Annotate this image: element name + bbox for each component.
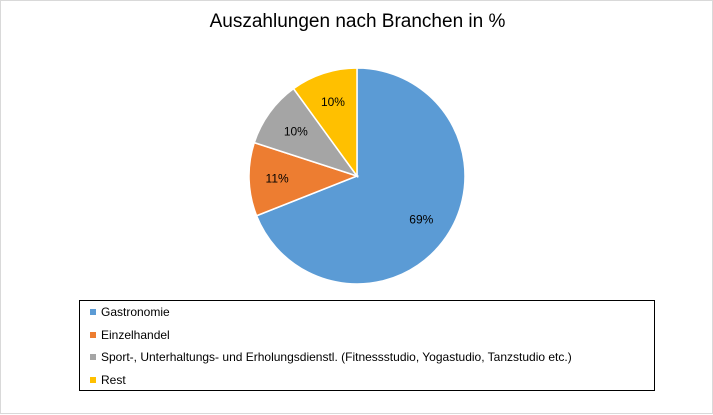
legend-label-3: Rest: [101, 372, 126, 387]
legend-swatch-0: [90, 309, 96, 315]
legend-item-3: Rest: [90, 373, 126, 387]
legend-label-2: Sport-, Unterhaltungs- und Erholungsdien…: [101, 350, 572, 364]
legend-swatch-2: [90, 354, 96, 360]
legend-label-0: Gastronomie: [101, 305, 170, 319]
pie-slice-label-3: 10%: [321, 95, 345, 109]
pie-slice-1: [248, 141, 360, 217]
legend-item-0: Gastronomie: [90, 305, 170, 319]
chart-title: Auszahlungen nach Branchen in %: [209, 11, 506, 32]
legend-label-1: Einzelhandel: [101, 327, 170, 342]
pie-slice-label-0: 69%: [409, 213, 433, 227]
pie-slice-label-2: 10%: [284, 125, 308, 139]
legend-swatch-3: [90, 376, 96, 383]
legend-item-1: Einzelhandel: [90, 328, 170, 342]
pie-slice-3: [292, 67, 358, 179]
pie-slice-label-1: 11%: [266, 172, 289, 186]
pie-slice-0: [255, 67, 466, 285]
legend-item-2: Sport-, Unterhaltungs- und Erholungsdien…: [90, 350, 572, 364]
legend-swatch-1: [90, 331, 96, 338]
legend: Gastronomie Einzelhandel Sport-, Unterhalt…: [79, 300, 655, 391]
